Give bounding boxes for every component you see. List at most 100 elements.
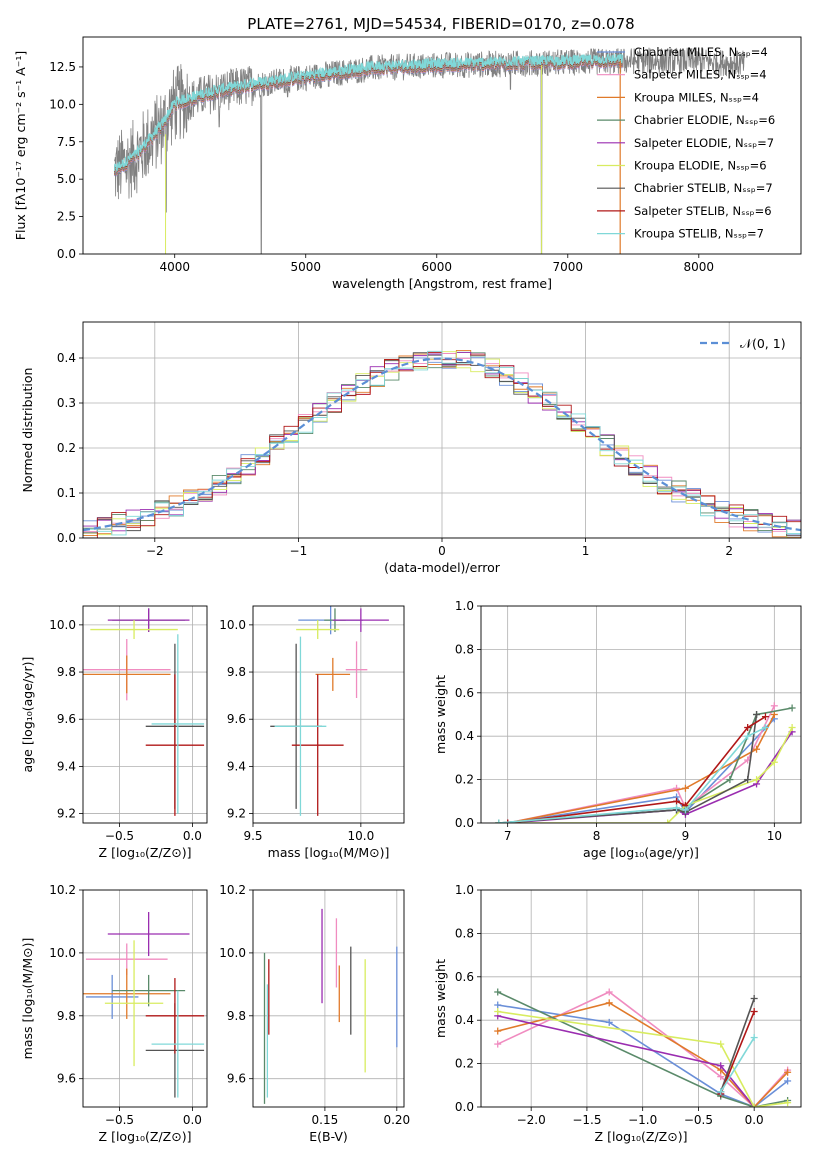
y-axis-label: age [log₁₀(age/yr)] <box>20 657 35 773</box>
x-tick-label: 1 <box>582 544 590 558</box>
x-axis-label: E(B-V) <box>309 1129 348 1144</box>
x-axis-label: Z [log₁₀(Z/Z⊙)] <box>99 845 192 860</box>
y-tick-label: 10.0 <box>219 946 246 960</box>
axes-frame <box>480 889 802 1108</box>
panel-mass_vs_ebv: 0.15 0.20 9.6 9.8 10.0 10.2 E(B-V) <box>219 883 410 1144</box>
plot-area-mass_weight_vs_Z <box>481 890 801 1107</box>
axes-frame <box>480 605 802 824</box>
y-tick-label: 9.6 <box>227 712 246 726</box>
y-tick-label: 7.5 <box>57 135 76 149</box>
mass-weight-line <box>719 998 755 1093</box>
residual-histogram <box>83 351 801 532</box>
y-tick-label: 9.6 <box>57 1072 76 1086</box>
axes-frame <box>82 889 208 1108</box>
x-axis-label: (data-model)/error <box>384 560 501 575</box>
y-tick-label: 0.8 <box>455 642 474 656</box>
y-tick-label: 10.2 <box>219 883 246 897</box>
x-tick-label: −1.0 <box>628 1113 657 1127</box>
x-tick-label: 5000 <box>290 260 321 274</box>
x-axis-label: mass [log₁₀(M/M⊙)] <box>268 845 390 860</box>
x-tick-label: 8 <box>593 829 601 843</box>
axes-frame <box>252 889 405 1108</box>
panel-mass_weight_vs_Z: −2.0 −1.5 −1.0 −0.5 0.0 0.0 0.2 0.4 0.6 0.8 1.0 Z [… <box>433 883 802 1144</box>
x-tick-label: 0.0 <box>745 1113 764 1127</box>
panel-mass_weight_vs_age: 7 8 9 10 0.0 0.2 0.4 0.6 0.8 1.0 age [log₁₀(age/yr… <box>433 599 802 860</box>
mass-weight-line <box>498 726 766 823</box>
x-tick-label: 8000 <box>684 260 715 274</box>
plot-area-mass_vs_ebv <box>253 890 404 1107</box>
x-axis-label: Z [log₁₀(Z/Z⊙)] <box>595 1129 688 1144</box>
x-tick-label: 0.0 <box>183 1113 202 1127</box>
mass-weight-line <box>497 1010 788 1107</box>
legend-entry: 𝒩(0, 1) <box>740 336 786 351</box>
y-tick-label: 9.8 <box>57 1009 76 1023</box>
x-tick-label: 10.0 <box>347 829 374 843</box>
x-tick-label: 9.5 <box>243 829 262 843</box>
y-axis-label: Flux [fλ10⁻¹⁷ erg cm⁻² s⁻¹ A⁻¹] <box>13 51 28 240</box>
y-tick-label: 2.5 <box>57 210 76 224</box>
plot-area-residuals <box>83 322 801 538</box>
mass-weight-line <box>719 1011 755 1095</box>
legend-entry: Kroupa ELODIE, Nₛₛₚ=6 <box>634 159 767 173</box>
x-tick-label: 0.15 <box>312 1113 339 1127</box>
legend-entry: Chabrier STELIB, Nₛₛₚ=7 <box>634 181 773 195</box>
model-spectrum-line <box>113 53 624 173</box>
x-tick-label: 4000 <box>159 260 190 274</box>
y-axis-label: mass weight <box>433 959 448 1038</box>
x-tick-label: −2 <box>146 544 164 558</box>
x-tick-label: −0.5 <box>105 829 134 843</box>
x-tick-label: 7 <box>504 829 512 843</box>
panel-spectrum: 4000 5000 6000 7000 8000 0.0 2.5 5.0 7.5 10.0 12.5… <box>13 36 802 291</box>
y-tick-label: 9.6 <box>57 712 76 726</box>
plot-area-mass_weight_vs_age <box>481 606 801 823</box>
mass-weight-line <box>497 991 788 1107</box>
x-tick-label: 6000 <box>421 260 452 274</box>
y-tick-label: 10.0 <box>49 618 76 632</box>
x-tick-label: 0.0 <box>183 829 202 843</box>
plot-area-spectrum <box>113 47 745 254</box>
x-tick-label: 9 <box>682 829 690 843</box>
mass-weight-line <box>498 714 758 823</box>
y-tick-label: 9.6 <box>227 1072 246 1086</box>
y-tick-label: 9.2 <box>227 807 246 821</box>
axes-frame <box>82 605 208 824</box>
y-tick-label: 9.4 <box>227 759 246 773</box>
normal-distribution-curve <box>83 357 801 532</box>
y-tick-label: 1.0 <box>455 599 474 613</box>
y-tick-label: 0.4 <box>57 351 76 365</box>
y-tick-label: 0.6 <box>455 970 474 984</box>
x-tick-label: −1.5 <box>572 1113 601 1127</box>
y-tick-label: 0.0 <box>57 531 76 545</box>
panel-age_vs_Z: −0.5 0.0 9.2 9.4 9.6 9.8 10.0 Z [log₁₀(Z/Z⊙)] ag… <box>20 605 208 860</box>
y-tick-label: 9.8 <box>227 665 246 679</box>
x-tick-label: 10 <box>767 829 782 843</box>
x-tick-label: 0 <box>438 544 446 558</box>
y-tick-label: 0.4 <box>455 1013 474 1027</box>
y-tick-label: 0.0 <box>57 247 76 261</box>
x-tick-label: −0.5 <box>684 1113 713 1127</box>
x-tick-label: −2.0 <box>517 1113 546 1127</box>
panel-mass_vs_Z: −0.5 0.0 9.6 9.8 10.0 10.2 Z [log₁₀(Z/Z⊙)] mass… <box>20 883 208 1144</box>
y-tick-label: 0.3 <box>57 396 76 410</box>
legend-entry: Salpeter ELODIE, Nₛₛₚ=7 <box>634 136 774 150</box>
x-tick-label: −0.5 <box>105 1113 134 1127</box>
axes-frame <box>82 36 802 255</box>
legend-entry: Salpeter MILES, Nₛₛₚ=4 <box>634 68 767 82</box>
legend-entry: Chabrier ELODIE, Nₛₛₚ=6 <box>634 113 775 127</box>
y-tick-label: 0.0 <box>455 816 474 830</box>
legend-entry: Chabrier MILES, Nₛₛₚ=4 <box>634 45 768 59</box>
y-tick-label: 0.0 <box>455 1100 474 1114</box>
y-tick-label: 12.5 <box>49 60 76 74</box>
x-tick-label: 7000 <box>553 260 584 274</box>
y-tick-label: 10.0 <box>219 618 246 632</box>
plot-area-mass_vs_Z <box>83 890 207 1107</box>
legend-entry: Kroupa STELIB, Nₛₛₚ=7 <box>634 227 764 241</box>
axes-frame <box>82 321 802 539</box>
y-tick-label: 1.0 <box>455 883 474 897</box>
y-axis-label: mass [log₁₀(M/M⊙)] <box>20 938 35 1060</box>
x-tick-label: 2 <box>725 544 733 558</box>
y-tick-label: 0.6 <box>455 686 474 700</box>
y-tick-label: 10.0 <box>49 97 76 111</box>
x-axis-label: Z [log₁₀(Z/Z⊙)] <box>99 1129 192 1144</box>
